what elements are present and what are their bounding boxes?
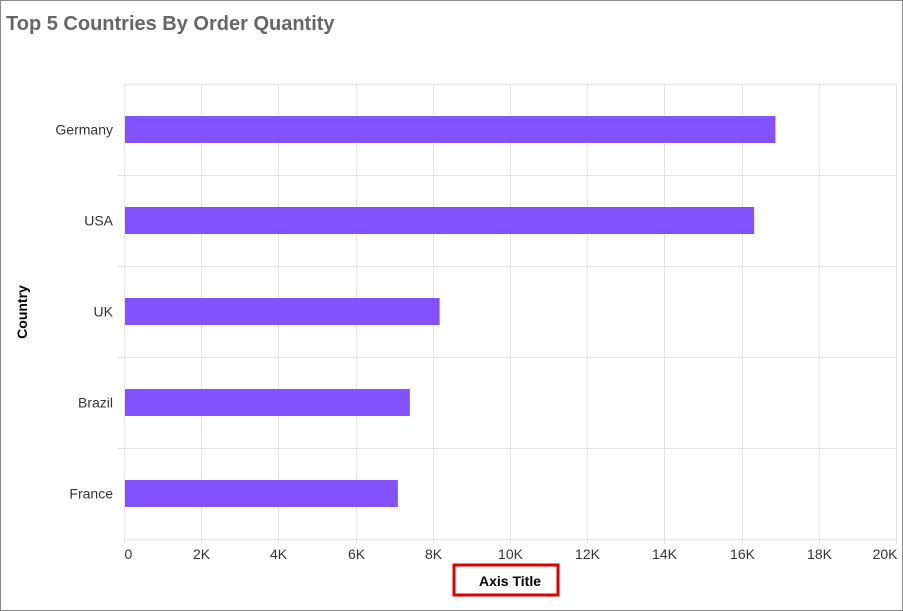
x-tick-label: 18K [807,546,833,562]
x-tick-label: 14K [652,546,678,562]
x-tick-label: 20K [873,546,899,562]
x-tick-label: 16K [730,546,756,562]
x-axis-ticks: 0 2K 4K 6K 8K 10K 12K 14K 16K 18K 20K [125,546,899,562]
x-tick-label: 12K [575,546,601,562]
y-axis-ticks: Germany USA UK Brazil France [55,122,113,502]
y-axis-title: Country [14,285,30,339]
x-axis-title[interactable]: Axis Title [479,573,541,589]
x-axis-title-highlight [452,563,560,597]
x-tick-label: 6K [348,546,366,562]
x-tick-label: 8K [425,546,443,562]
chart-title: Top 5 Countries By Order Quantity [6,13,335,35]
bars [125,116,776,507]
bar-germany[interactable] [125,116,776,143]
y-tick-label: UK [94,304,114,320]
bar-usa[interactable] [125,207,755,234]
bar-uk[interactable] [125,298,440,325]
y-tick-label: Germany [55,122,113,138]
x-tick-label: 10K [498,546,524,562]
bar-france[interactable] [125,480,398,507]
x-tick-label: 0 [125,546,133,562]
y-tick-label: USA [84,213,113,229]
x-tick-label: 2K [193,546,211,562]
bar-brazil[interactable] [125,389,410,416]
y-tick-label: France [69,486,113,502]
x-tick-label: 4K [270,546,288,562]
y-tick-label: Brazil [78,395,113,411]
grid-lines [118,84,897,544]
